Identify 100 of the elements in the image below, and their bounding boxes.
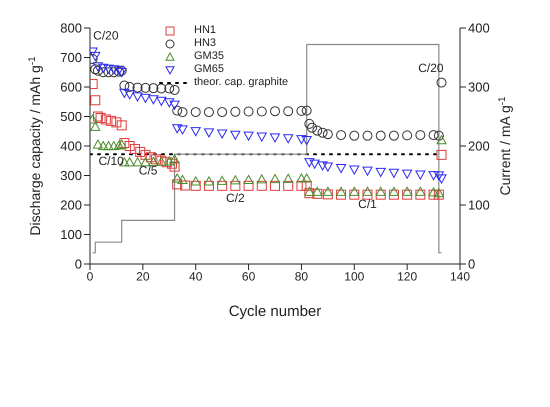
point — [434, 190, 444, 200]
point — [322, 162, 333, 172]
point — [148, 83, 158, 94]
point — [96, 112, 106, 123]
point — [415, 186, 426, 196]
y-tick-label: 400 — [60, 138, 82, 154]
point — [304, 118, 314, 129]
point — [140, 82, 150, 93]
y2-tick-label: 200 — [468, 138, 490, 154]
point — [132, 157, 143, 166]
y-tick-label: 100 — [60, 227, 82, 242]
point — [388, 168, 399, 178]
y2-tick-label: 300 — [468, 80, 490, 95]
annotation: C/20 — [93, 28, 119, 43]
point — [376, 190, 386, 200]
point — [124, 157, 135, 166]
point — [156, 96, 166, 106]
point — [90, 95, 100, 106]
point — [415, 190, 426, 200]
point — [230, 106, 240, 117]
y2-tick-label: 0 — [468, 256, 476, 272]
x-tick-label: 60 — [242, 270, 256, 284]
point — [190, 107, 201, 118]
y2-tick-label: 100 — [468, 198, 490, 213]
point — [217, 107, 228, 118]
x-tick-label: 0 — [86, 270, 94, 284]
annotation: C/2 — [226, 190, 246, 205]
point — [98, 67, 108, 78]
point — [92, 140, 103, 149]
point — [98, 64, 108, 73]
point — [296, 173, 306, 183]
point — [230, 175, 240, 184]
point — [428, 171, 439, 180]
point — [362, 166, 372, 176]
point — [270, 106, 280, 116]
point — [164, 83, 174, 94]
point — [283, 106, 294, 116]
y-tick-label: 200 — [60, 198, 82, 213]
point — [428, 190, 439, 200]
point — [90, 52, 100, 62]
point — [270, 174, 280, 184]
point — [436, 174, 446, 184]
point — [310, 160, 320, 169]
point — [376, 130, 386, 141]
point — [244, 106, 254, 116]
point — [170, 154, 180, 164]
point — [140, 150, 150, 160]
point — [172, 179, 182, 190]
point — [312, 188, 322, 199]
point — [164, 156, 174, 166]
point — [104, 64, 114, 74]
point — [336, 190, 346, 200]
x-tick-label: 120 — [397, 270, 418, 284]
point — [230, 180, 240, 191]
point — [322, 189, 333, 200]
point — [217, 176, 228, 185]
point — [362, 130, 372, 141]
point — [116, 120, 127, 130]
x-tick-label: 40 — [189, 270, 203, 284]
x-tick-label: 20 — [136, 270, 150, 284]
point — [336, 186, 346, 196]
point — [428, 130, 439, 140]
point — [162, 157, 172, 168]
annotation: C/20 — [418, 61, 444, 76]
point — [100, 114, 111, 124]
point — [119, 88, 130, 98]
point — [92, 112, 103, 122]
point — [172, 124, 182, 134]
point — [402, 190, 412, 200]
point — [322, 129, 333, 140]
point — [170, 100, 180, 110]
point — [302, 106, 312, 116]
point — [119, 138, 130, 148]
point — [164, 98, 174, 108]
point — [376, 168, 386, 177]
point — [312, 186, 322, 196]
point — [318, 161, 328, 170]
point — [376, 186, 386, 196]
point — [190, 127, 201, 136]
point — [116, 66, 127, 76]
point — [336, 130, 346, 140]
point — [256, 106, 267, 116]
point — [92, 62, 103, 72]
point — [434, 188, 444, 198]
point — [111, 117, 122, 128]
point — [415, 130, 426, 140]
point — [304, 188, 314, 198]
point — [114, 140, 124, 150]
point — [104, 67, 114, 78]
point — [304, 186, 314, 196]
point — [402, 186, 412, 196]
legend-label: GM35 — [194, 50, 224, 63]
point — [322, 186, 333, 196]
point — [307, 122, 317, 133]
point — [151, 154, 162, 164]
point — [270, 133, 280, 142]
legend-label: theor. cap. graphite — [194, 76, 288, 89]
point — [92, 66, 103, 76]
point — [402, 130, 412, 140]
annotation: C/1 — [358, 196, 378, 211]
